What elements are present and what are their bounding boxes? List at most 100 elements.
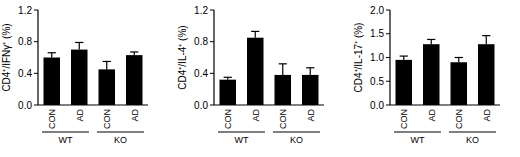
bar [99,69,116,105]
y-tick-label: 0.0 [370,100,384,111]
y-axis [37,10,38,105]
bars [220,31,319,105]
error-stem [431,39,432,44]
error-cap [400,55,408,56]
y-tick [210,73,214,74]
y-tick [210,10,214,11]
error-bar [455,58,463,63]
error-stem [79,42,80,49]
y-tick-label: 1.2 [18,5,32,16]
x-tick-label: AD [306,109,316,122]
y-tick [34,10,38,11]
error-cap [75,42,83,43]
error-bar [400,56,408,60]
error-stem [106,61,107,69]
y-tick-label: 2.0 [370,5,384,16]
x-tick-label: AD [130,109,140,122]
y-tick-label: 0.4 [18,68,32,79]
bar [451,62,468,105]
x-tick-label: AD [75,109,85,122]
y-tick [386,10,390,11]
y-tick-label: 0.0 [194,100,208,111]
error-cap [482,35,490,36]
bar [220,80,237,105]
y-axis-label: CD4⁺/IFNγ⁺ (%) [1,23,12,91]
error-cap [251,31,259,32]
bar [247,38,264,105]
bar [423,44,440,105]
y-tick [386,33,390,34]
group-line [42,132,89,133]
error-cap [279,63,287,64]
group-line [218,132,265,133]
y-tick [210,105,214,106]
group-line [273,132,320,133]
x-tick-label: AD [482,109,492,122]
y-tick [210,41,214,42]
x-tick-label: CON [47,109,57,129]
y-tick [34,105,38,106]
x-tick-label: CON [278,109,288,129]
error-stem [486,36,487,45]
x-tick-label: AD [427,109,437,122]
y-tick-label: 0.5 [370,76,384,87]
error-stem [255,31,256,37]
group-label: WT [411,135,425,145]
error-bar [103,61,111,69]
bars [44,42,143,105]
x-tick-label: AD [251,109,261,122]
group-line [449,132,496,133]
y-tick-label: 0.8 [18,36,32,47]
error-bar [75,42,83,49]
panel: 0.00.40.81.2CD4⁺/IL-4⁺ (%)CONADCONADWTKO [177,5,324,146]
error-cap [130,51,138,52]
y-tick [386,81,390,82]
x-tick-label: CON [454,109,464,129]
y-tick [386,57,390,58]
y-tick [386,105,390,106]
error-bar [130,52,138,55]
figure: 0.0 0.4 0.8 1.2 CD4⁺/IFNγ⁺ (%) CON AD CON AD WT KO… [0,0,520,157]
error-cap [103,61,111,62]
error-stem [51,53,52,58]
error-bar [48,53,56,58]
error-bar [224,77,232,79]
error-cap [224,77,232,78]
y-tick-label: 1.0 [370,52,384,63]
bar [126,55,143,105]
error-stem [458,58,459,63]
x-tick-label: CON [399,109,409,129]
bar [302,75,319,105]
error-cap [306,67,314,68]
group-line [97,132,144,133]
group-label: KO [466,135,479,145]
bars [396,36,495,105]
error-bar [279,64,287,75]
error-bar [306,68,314,75]
bar [44,58,61,106]
y-tick [34,41,38,42]
error-bar [251,31,259,37]
group-label: KO [290,135,303,145]
error-cap [427,39,435,40]
y-tick-label: 1.2 [194,5,208,16]
bar [275,75,292,105]
error-stem [282,64,283,75]
bar [71,50,88,105]
error-bar [482,36,490,45]
y-tick-label: 1.5 [370,28,384,39]
y-axis [213,10,214,105]
y-tick-label: 0.0 [18,100,32,111]
x-tick-label: CON [223,109,233,129]
panel: 0.00.51.01.52.0CD4⁺/IL-17⁺ (%)CONADCONAD… [353,5,500,146]
error-stem [310,68,311,75]
group-label: KO [114,135,127,145]
y-tick-label: 0.8 [194,36,208,47]
x-tick-label: CON [102,109,112,129]
error-bar [427,39,435,44]
group-line [394,132,441,133]
bar [396,60,413,105]
y-tick [34,73,38,74]
group-label: WT [59,135,73,145]
group-label: WT [235,135,249,145]
